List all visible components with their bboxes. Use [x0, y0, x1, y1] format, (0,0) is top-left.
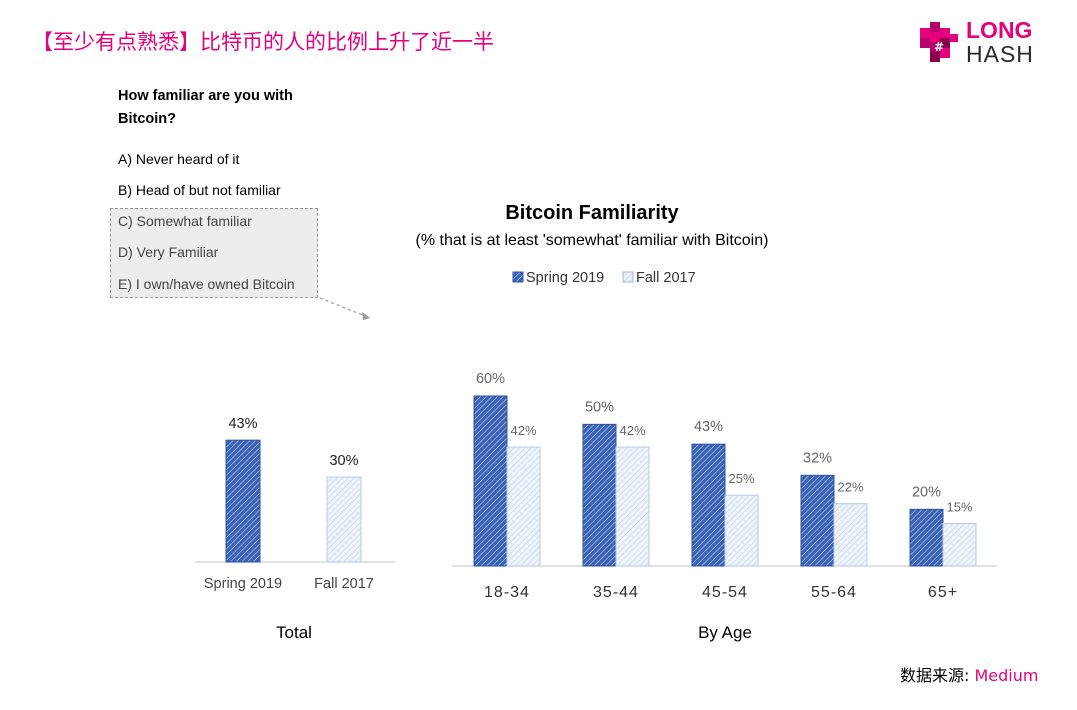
- callout-arrow-icon: [362, 312, 370, 320]
- option-a: A) Never heard of it: [118, 151, 240, 167]
- legend-label-1: Fall 2017: [636, 270, 696, 286]
- source-label: 数据来源:: [900, 666, 970, 685]
- age-panel-title: By Age: [698, 623, 752, 642]
- option-e: E) I own/have owned Bitcoin: [118, 276, 295, 292]
- total-category-1: Fall 2017: [314, 576, 374, 592]
- age-value-label-65+-1: 15%: [946, 500, 972, 515]
- age-value-label-45-54-0: 43%: [694, 419, 723, 435]
- total-bar-0: [225, 439, 261, 563]
- chart-subtitle: (% that is at least 'somewhat' familiar …: [416, 232, 769, 249]
- total-value-label-1: 30%: [329, 453, 358, 469]
- question-title: How familiar are you with Bitcoin?: [118, 88, 293, 127]
- age-value-label-18-34-0: 60%: [476, 371, 505, 387]
- age-bar-35-44-0: [582, 423, 617, 567]
- age-bar-65+-0: [909, 508, 944, 567]
- logo-line1: LONG: [966, 17, 1033, 43]
- chart-title: Bitcoin Familiarity: [505, 202, 679, 224]
- source-note: 数据来源: Medium: [900, 662, 1038, 686]
- source-value: Medium: [974, 666, 1039, 685]
- option-d: D) Very Familiar: [118, 244, 219, 260]
- age-value-label-35-44-1: 42%: [619, 423, 645, 438]
- age-category-35-44: 35-44: [593, 584, 639, 601]
- headline: 【至少有点熟悉】比特币的人的比例上升了近一半: [32, 30, 494, 54]
- option-c: C) Somewhat familiar: [118, 213, 252, 229]
- logo-cube-icon: #: [920, 22, 958, 62]
- legend-label-0: Spring 2019: [526, 270, 604, 286]
- longhash-logo: # LONG HASH: [916, 18, 1046, 74]
- age-category-18-34: 18-34: [484, 584, 530, 601]
- legend-swatch-1: [622, 271, 634, 283]
- age-bar-45-54-0: [691, 443, 726, 567]
- age-bar-18-34-0: [473, 395, 508, 567]
- age-category-55-64: 55-64: [811, 584, 857, 601]
- svg-text:#: #: [934, 40, 944, 54]
- total-value-label-0: 43%: [228, 416, 257, 432]
- age-bar-45-54-1: [724, 494, 759, 567]
- age-value-label-35-44-0: 50%: [585, 399, 614, 415]
- logo-line2: HASH: [966, 41, 1034, 67]
- age-bar-18-34-1: [506, 446, 541, 567]
- age-bar-35-44-1: [615, 446, 650, 567]
- age-value-label-45-54-1: 25%: [728, 471, 754, 486]
- highlight-box: [110, 208, 318, 298]
- legend-swatch-0: [512, 271, 524, 283]
- age-value-label-65+-0: 20%: [912, 484, 941, 500]
- age-category-45-54: 45-54: [702, 584, 748, 601]
- age-bar-55-64-0: [800, 474, 835, 567]
- age-bar-65+-1: [942, 523, 977, 567]
- total-bar-1: [326, 476, 362, 563]
- option-b: B) Head of but not familiar: [118, 182, 281, 198]
- age-value-label-55-64-0: 32%: [803, 450, 832, 466]
- age-category-65+: 65+: [928, 584, 958, 601]
- total-category-0: Spring 2019: [204, 576, 282, 592]
- callout-line: [319, 297, 371, 319]
- age-value-label-18-34-1: 42%: [510, 423, 536, 438]
- age-bar-55-64-1: [833, 503, 868, 567]
- age-value-label-55-64-1: 22%: [837, 480, 863, 495]
- total-panel-title: Total: [276, 623, 312, 642]
